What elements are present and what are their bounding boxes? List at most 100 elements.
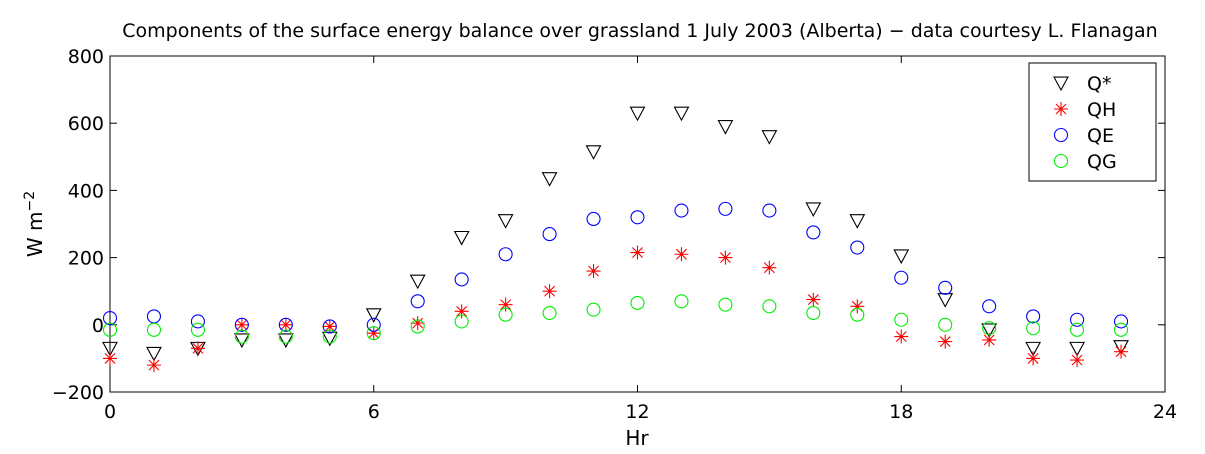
- legend-marker: [1053, 127, 1069, 143]
- y-tick-label: 400: [68, 180, 104, 202]
- data-point: [542, 284, 557, 299]
- series-qe: [102, 201, 1129, 334]
- data-point: [278, 317, 293, 332]
- x-axis-label: Hr: [625, 426, 649, 450]
- data-point: [410, 319, 425, 334]
- legend-marker: [1053, 76, 1069, 92]
- data-point: [674, 247, 689, 262]
- data-points: [102, 106, 1129, 373]
- data-point: [454, 304, 469, 319]
- data-point: [541, 172, 558, 187]
- data-point: [850, 299, 865, 314]
- data-point: [806, 292, 821, 307]
- data-point: [674, 294, 689, 309]
- y-axis-label-base: W m: [23, 212, 47, 258]
- data-point: [278, 317, 293, 332]
- data-point: [981, 323, 998, 338]
- data-point: [938, 317, 953, 332]
- data-point: [277, 333, 294, 349]
- data-point: [937, 293, 954, 308]
- data-point: [365, 308, 382, 323]
- data-point: [498, 297, 513, 312]
- data-point: [1070, 353, 1085, 368]
- chart-title: Components of the surface energy balance…: [122, 20, 1157, 42]
- data-point: [1026, 309, 1041, 324]
- y-tick-label: 0: [92, 315, 104, 337]
- x-tick-label: 0: [104, 401, 116, 423]
- data-point: [806, 305, 821, 321]
- data-point: [982, 321, 997, 336]
- data-point: [1113, 340, 1129, 355]
- data-point: [102, 341, 118, 357]
- data-point: [718, 201, 733, 216]
- y-tick-labels: −200 0 200 400 600 800: [52, 46, 104, 404]
- data-point: [233, 333, 250, 349]
- legend-label: QE: [1087, 125, 1114, 147]
- data-point: [366, 326, 381, 341]
- data-point: [497, 214, 514, 229]
- data-point: [366, 317, 381, 332]
- data-point: [630, 245, 645, 260]
- data-point: [1114, 344, 1129, 359]
- data-point: [278, 329, 293, 344]
- data-point: [673, 106, 690, 122]
- data-point: [806, 225, 821, 240]
- data-point: [1026, 321, 1041, 336]
- data-point: [586, 264, 601, 279]
- data-point: [454, 314, 469, 329]
- data-point: [322, 319, 337, 334]
- data-point: [190, 341, 205, 356]
- data-point: [1113, 322, 1129, 337]
- legend-marker: [1053, 153, 1069, 169]
- data-point: [102, 322, 118, 337]
- data-point: [190, 314, 205, 329]
- data-point: [761, 130, 778, 145]
- data-point: [630, 210, 645, 225]
- data-point: [1070, 322, 1085, 337]
- data-point: [805, 202, 822, 218]
- x-tick-label: 6: [368, 401, 380, 423]
- data-point: [586, 211, 601, 227]
- data-point: [542, 227, 557, 242]
- data-point: [630, 295, 645, 311]
- data-point: [1113, 314, 1129, 329]
- data-point: [850, 240, 865, 255]
- y-tick-label: −200: [52, 382, 104, 404]
- legend-box: [1028, 62, 1157, 182]
- data-point: [674, 203, 689, 218]
- y-axis-label: W m−2: [22, 191, 47, 257]
- data-point: [893, 249, 910, 265]
- data-point: [366, 326, 381, 341]
- data-point: [849, 214, 866, 229]
- legend-label: QH: [1087, 99, 1116, 121]
- data-point: [146, 346, 162, 362]
- data-point: [234, 329, 249, 344]
- data-point: [454, 272, 469, 287]
- legend: Q* QH QE QG: [1028, 62, 1157, 182]
- data-point: [1070, 312, 1085, 327]
- data-point: [102, 311, 118, 326]
- data-point: [586, 302, 601, 317]
- data-point: [542, 305, 557, 321]
- data-point: [322, 319, 337, 334]
- data-point: [762, 299, 777, 314]
- data-point: [762, 203, 777, 218]
- x-tick-label: 12: [625, 401, 649, 423]
- data-point: [585, 145, 602, 160]
- data-point: [982, 299, 997, 314]
- legend-label: QG: [1087, 151, 1117, 173]
- data-point: [1069, 341, 1086, 357]
- data-point: [894, 270, 909, 285]
- data-point: [498, 307, 513, 322]
- data-point: [146, 322, 162, 337]
- data-point: [718, 297, 733, 312]
- data-point: [453, 230, 470, 246]
- data-point: [322, 329, 337, 344]
- data-point: [850, 307, 865, 322]
- x-tick-label: 24: [1153, 401, 1177, 423]
- y-tick-label: 200: [68, 248, 104, 270]
- x-tick-label: 18: [889, 401, 913, 423]
- data-point: [409, 274, 426, 290]
- legend-marker: [1054, 102, 1068, 116]
